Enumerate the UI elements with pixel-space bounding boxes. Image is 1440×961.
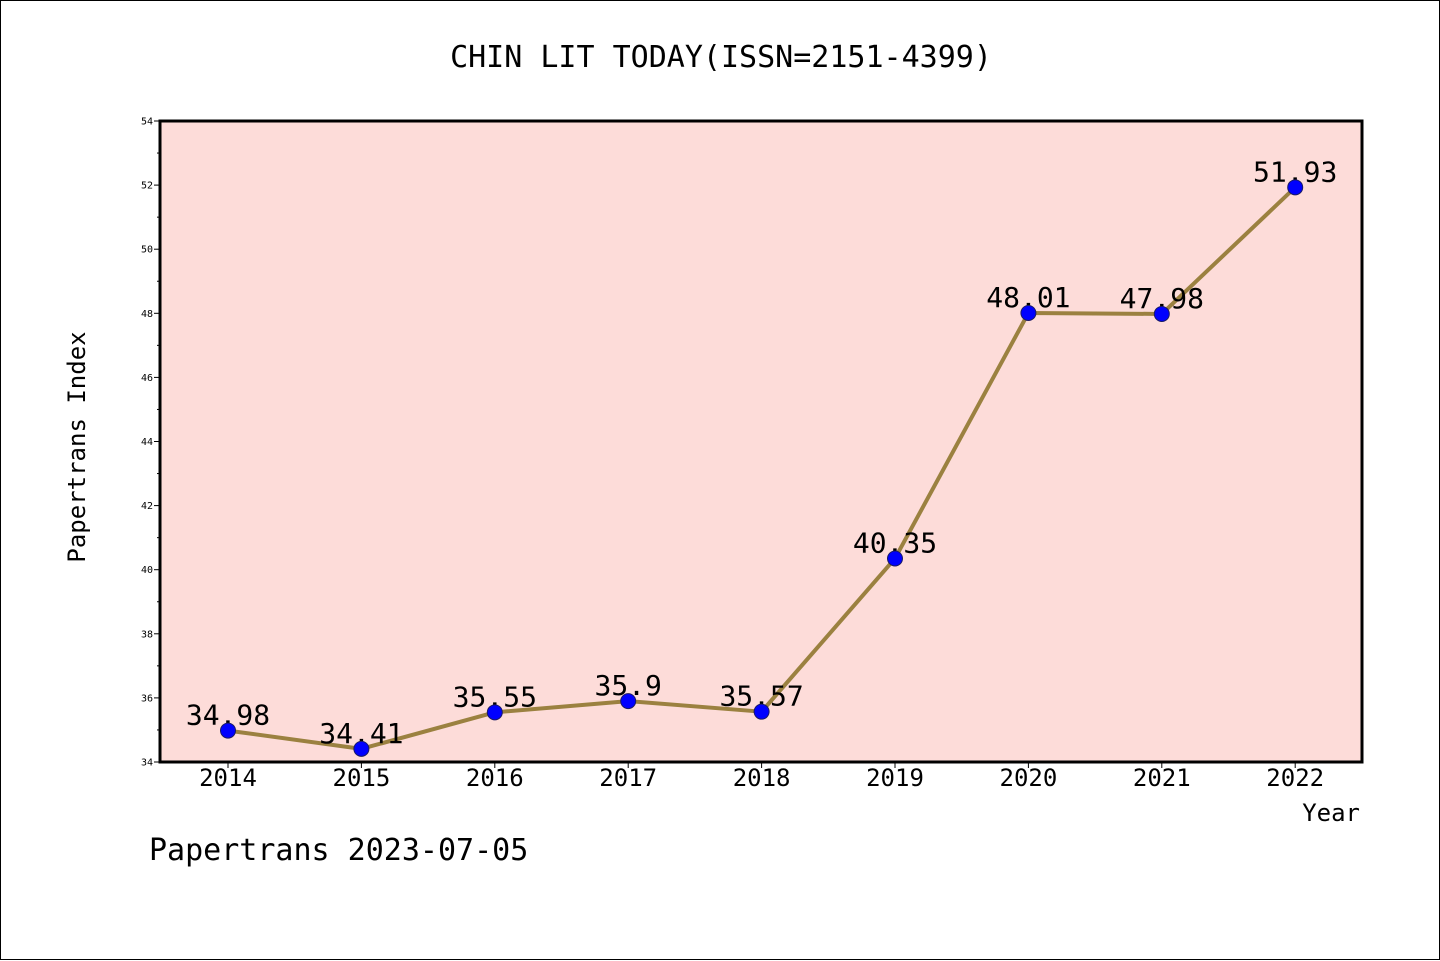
data-point bbox=[1153, 305, 1170, 322]
x-tick-label: 2014 bbox=[199, 764, 257, 792]
data-point bbox=[220, 722, 236, 739]
x-axis-label: Year bbox=[1302, 799, 1360, 827]
y-tick-label: 36 bbox=[141, 693, 153, 704]
x-tick-label: 2018 bbox=[733, 764, 791, 792]
y-tick-label: 38 bbox=[141, 629, 153, 640]
x-tick-label: 2017 bbox=[599, 764, 657, 792]
data-point bbox=[1020, 304, 1037, 321]
x-tick-label: 2015 bbox=[333, 764, 391, 792]
y-tick-label: 34 bbox=[141, 758, 153, 769]
chart-title: CHIN LIT TODAY(ISSN=2151-4399) bbox=[450, 40, 992, 75]
data-point bbox=[353, 740, 370, 757]
x-tick-label: 2016 bbox=[466, 764, 524, 792]
data-point bbox=[486, 704, 503, 721]
y-tick-label: 52 bbox=[141, 181, 153, 192]
y-axis-label: Papertrans Index bbox=[63, 331, 91, 562]
x-tick-label: 2020 bbox=[1000, 764, 1058, 792]
plot-border bbox=[158, 119, 1364, 764]
y-tick-label: 46 bbox=[141, 373, 153, 384]
y-tick-label: 54 bbox=[141, 117, 153, 128]
plot-area bbox=[160, 121, 1362, 762]
data-point bbox=[887, 550, 903, 567]
data-point bbox=[620, 693, 637, 710]
y-tick-label: 42 bbox=[141, 501, 153, 512]
y-tick-label: 50 bbox=[141, 245, 153, 256]
y-tick-label: 48 bbox=[141, 309, 153, 320]
x-tick-label: 2022 bbox=[1266, 764, 1324, 792]
data-point bbox=[753, 703, 770, 720]
y-tick-label: 44 bbox=[141, 437, 153, 448]
y-tick-label: 40 bbox=[141, 565, 153, 576]
data-point bbox=[1287, 179, 1304, 196]
footer-watermark: Papertrans 2023-07-05 bbox=[149, 833, 529, 868]
x-tick-label: 2021 bbox=[1133, 764, 1191, 792]
x-tick-label: 2019 bbox=[866, 764, 924, 792]
